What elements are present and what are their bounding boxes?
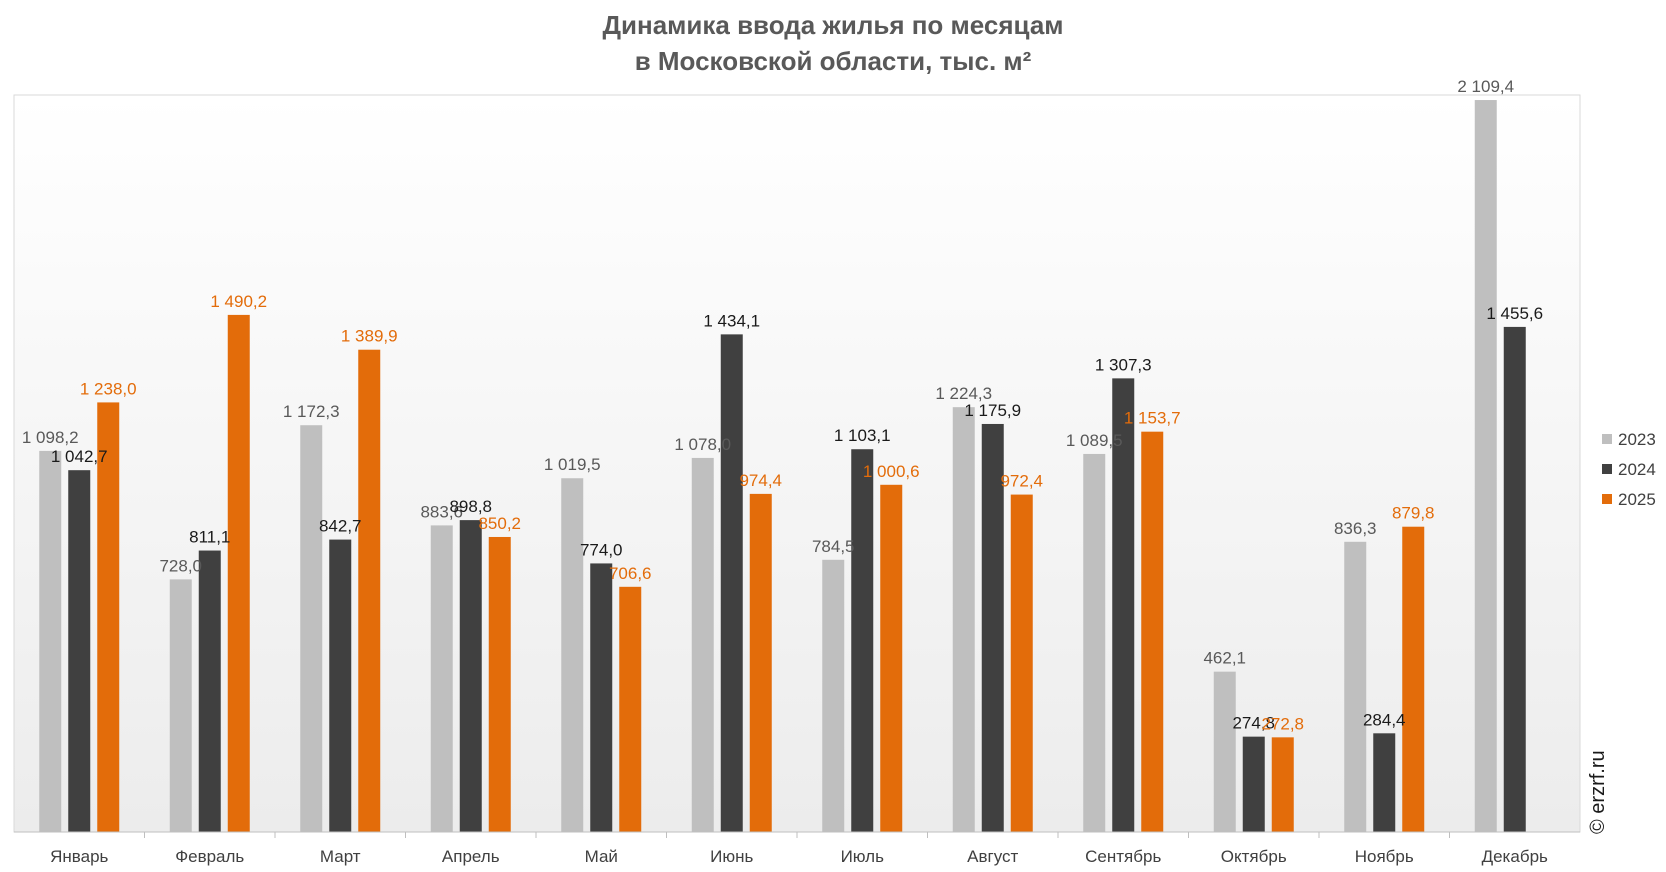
bar-2024 — [68, 470, 91, 832]
bar-2024 — [329, 539, 352, 832]
bar-2024 — [1373, 733, 1396, 832]
data-label-2024: 284,4 — [1363, 710, 1406, 729]
bar-2024 — [720, 334, 743, 832]
x-tick-label: Июль — [841, 847, 885, 866]
data-label-2024: 1 042,7 — [51, 447, 108, 466]
bar-2025 — [880, 484, 903, 832]
x-tick-label: Февраль — [175, 847, 244, 866]
data-label-2023: 1 098,2 — [22, 428, 79, 447]
bar-2025 — [358, 349, 381, 832]
bar-2025 — [97, 402, 120, 832]
legend-label-2023: 2023 — [1618, 430, 1656, 449]
data-label-2025: 1 490,2 — [210, 292, 267, 311]
x-tick-label: Май — [585, 847, 618, 866]
x-tick-label: Июнь — [710, 847, 753, 866]
data-label-2023: 1 089,5 — [1066, 431, 1123, 450]
chart-title-line-1: Динамика ввода жилья по месяцам — [602, 10, 1064, 40]
data-label-2025: 1 000,6 — [863, 462, 920, 481]
bar-2024 — [459, 520, 482, 832]
x-tick-label: Март — [320, 847, 361, 866]
chart-title-line-2: в Московской области, тыс. м² — [634, 46, 1032, 76]
data-label-2023: 1 019,5 — [544, 455, 601, 474]
bar-2023 — [169, 579, 192, 832]
data-label-2025: 1 153,7 — [1124, 409, 1181, 428]
bar-2025 — [227, 314, 250, 832]
x-tick-label: Ноябрь — [1355, 847, 1414, 866]
data-label-2023: 1 078,0 — [674, 435, 731, 454]
bar-2025 — [1141, 431, 1164, 832]
data-label-2025: 1 238,0 — [80, 379, 137, 398]
data-label-2024: 811,1 — [189, 528, 230, 547]
data-label-2023: 1 172,3 — [283, 402, 340, 421]
x-tick-label: Апрель — [442, 847, 500, 866]
legend-swatch-2023 — [1602, 434, 1612, 444]
x-tick-label: Сентябрь — [1085, 847, 1161, 866]
data-label-2024: 1 455,6 — [1486, 304, 1543, 323]
x-tick-label: Январь — [50, 847, 108, 866]
data-label-2024: 1 434,1 — [703, 311, 760, 330]
data-label-2025: 1 389,9 — [341, 327, 398, 346]
legend-swatch-2025 — [1602, 494, 1612, 504]
bar-2025 — [619, 586, 642, 832]
bar-2024 — [981, 423, 1004, 832]
data-label-2024: 842,7 — [319, 517, 362, 536]
data-label-2025: 879,8 — [1392, 504, 1435, 523]
bar-2024 — [1242, 736, 1265, 832]
data-label-2024: 898,8 — [449, 497, 492, 516]
bar-2023 — [691, 457, 714, 832]
legend-label-2025: 2025 — [1618, 490, 1656, 509]
data-label-2024: 1 175,9 — [964, 401, 1021, 420]
x-tick-label: Декабрь — [1482, 847, 1548, 866]
data-label-2025: 974,4 — [739, 471, 782, 490]
bar-2024 — [198, 550, 221, 832]
bar-2025 — [488, 536, 511, 832]
bar-2024 — [590, 563, 613, 832]
data-label-2025: 706,6 — [609, 564, 652, 583]
plot-area — [13, 94, 1581, 833]
data-label-2023: 836,3 — [1334, 519, 1377, 538]
data-label-2025: 272,8 — [1261, 714, 1304, 733]
watermark: © erzrf.ru — [1587, 750, 1609, 834]
x-tick-label: Август — [967, 847, 1018, 866]
data-label-2023: 784,5 — [812, 537, 855, 556]
bar-2023 — [1344, 541, 1367, 832]
bar-2024 — [1112, 378, 1135, 832]
data-label-2025: 972,4 — [1000, 472, 1043, 491]
bar-2023 — [1474, 100, 1497, 832]
bar-2025 — [1271, 737, 1294, 832]
legend-label-2024: 2024 — [1618, 460, 1656, 479]
bar-2023 — [39, 450, 62, 832]
data-label-2024: 1 103,1 — [834, 426, 891, 445]
bar-2025 — [749, 493, 772, 832]
bar-2023 — [430, 525, 453, 832]
data-label-2023: 1 224,3 — [935, 384, 992, 403]
data-label-2024: 774,0 — [580, 540, 623, 559]
data-label-2023: 462,1 — [1203, 649, 1246, 668]
bar-2023 — [561, 478, 584, 832]
data-label-2025: 850,2 — [478, 514, 521, 533]
bar-2025 — [1010, 494, 1033, 832]
bar-2023 — [822, 559, 845, 832]
bar-2023 — [1083, 453, 1106, 832]
bar-2023 — [952, 407, 975, 832]
data-label-2024: 1 307,3 — [1095, 355, 1152, 374]
bar-2024 — [1503, 326, 1526, 832]
bar-2023 — [1213, 671, 1236, 832]
x-tick-label: Октябрь — [1221, 847, 1287, 866]
bar-2024 — [851, 449, 874, 832]
bar-2023 — [300, 425, 323, 832]
legend-swatch-2024 — [1602, 464, 1612, 474]
data-label-2023: 728,0 — [159, 556, 202, 575]
bar-2025 — [1402, 526, 1425, 832]
data-label-2024: 274,8 — [1232, 714, 1275, 733]
data-label-2023: 883,6 — [420, 502, 463, 521]
data-label-2023: 2 109,4 — [1457, 77, 1514, 96]
